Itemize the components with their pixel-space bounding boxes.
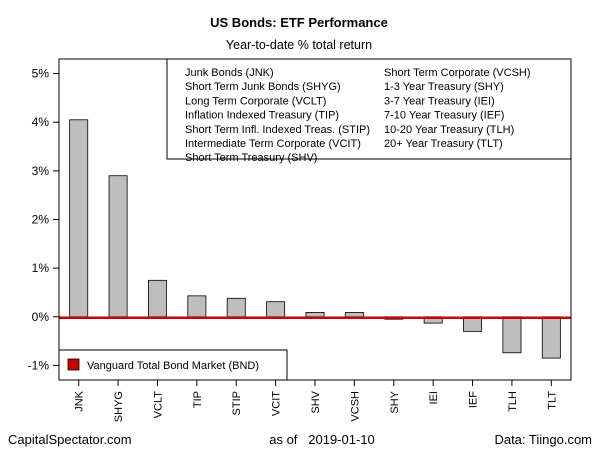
x-tick-label: TLH [507,391,519,412]
bars-group [69,119,561,359]
bar-jnk [69,119,89,318]
x-tick-label: JNK [74,390,86,411]
etf-legend: Junk Bonds (JNK) Short Term Junk Bonds (S… [166,58,572,164]
bar-vclt [147,279,167,318]
x-tick-label: IEF [468,391,480,408]
x-axis: JNK SHYG VCLT TIP STIP VCIT SHV VCSH SHY IEI IEF TL… [74,380,558,422]
y-tick-label: 0% [32,310,50,324]
legend-entry: Inflation Indexed Treasury (TIP) [185,110,339,122]
y-tick-label: 1% [32,261,50,275]
x-tick-label: SHYG [113,391,125,422]
legend-entry: Short Term Corporate (VCSH) [384,67,531,79]
bar-tip [187,295,207,318]
legend-entry: 3-7 Year Treasury (IEI) [384,95,495,107]
bar-vcsh [344,311,364,318]
legend-entry: Short Term Treasury (SHV) [185,152,317,164]
legend-entry: Intermediate Term Corporate (VCIT) [185,138,361,150]
x-tick-label: TIP [192,391,204,408]
x-tick-label: SHV [310,390,322,413]
y-tick-label: 3% [32,164,50,178]
bnd-legend-box [58,349,288,381]
bar-vcit [266,301,286,318]
x-tick-label: SHY [389,390,401,413]
legend-entry: Short Term Infl. Indexed Treas. (STIP) [185,124,370,136]
x-tick-label: TLT [546,391,558,410]
legend-entry: Short Term Junk Bonds (SHYG) [185,81,341,93]
y-tick-label: 5% [32,67,50,81]
bar-tlh [502,316,522,354]
x-tick-label: STIP [231,391,243,415]
x-tick-label: VCLT [152,391,164,419]
y-tick-label: 2% [32,213,50,227]
etf-legend-box [166,58,572,160]
footer-data-source: Data: Tiingo.com [494,432,592,447]
footer-source-site: CapitalSpectator.com [8,432,132,447]
y-tick-label: 4% [32,115,50,129]
legend-entry: 20+ Year Treasury (TLT) [384,138,503,150]
y-tick-label: -1% [28,358,50,372]
bar-shv [305,311,325,318]
x-tick-label: VCSH [349,391,361,422]
bar-stip [226,297,246,318]
x-tick-label: VCIT [271,391,283,416]
x-tick-label: IEI [428,391,440,404]
bnd-legend: Vanguard Total Bond Market (BND) [58,349,288,381]
legend-entry: Long Term Corporate (VCLT) [185,95,326,107]
bnd-legend-swatch [67,358,80,371]
chart-subtitle: Year-to-date % total return [226,38,372,52]
bar-tlt [541,316,561,359]
legend-entry: Junk Bonds (JNK) [185,67,274,79]
legend-entry: 10-20 Year Treasury (TLH) [384,124,514,136]
bnd-legend-label: Vanguard Total Bond Market (BND) [87,360,259,372]
legend-entry: 7-10 Year Treasury (IEF) [384,110,504,122]
footer-date: as of 2019-01-10 [269,432,375,447]
bar-shyg [108,175,128,318]
y-axis: 5% 4% 3% 2% 1% 0% -1% [28,67,59,372]
legend-entry: 1-3 Year Treasury (SHY) [384,81,504,93]
chart-title: US Bonds: ETF Performance [210,15,388,30]
